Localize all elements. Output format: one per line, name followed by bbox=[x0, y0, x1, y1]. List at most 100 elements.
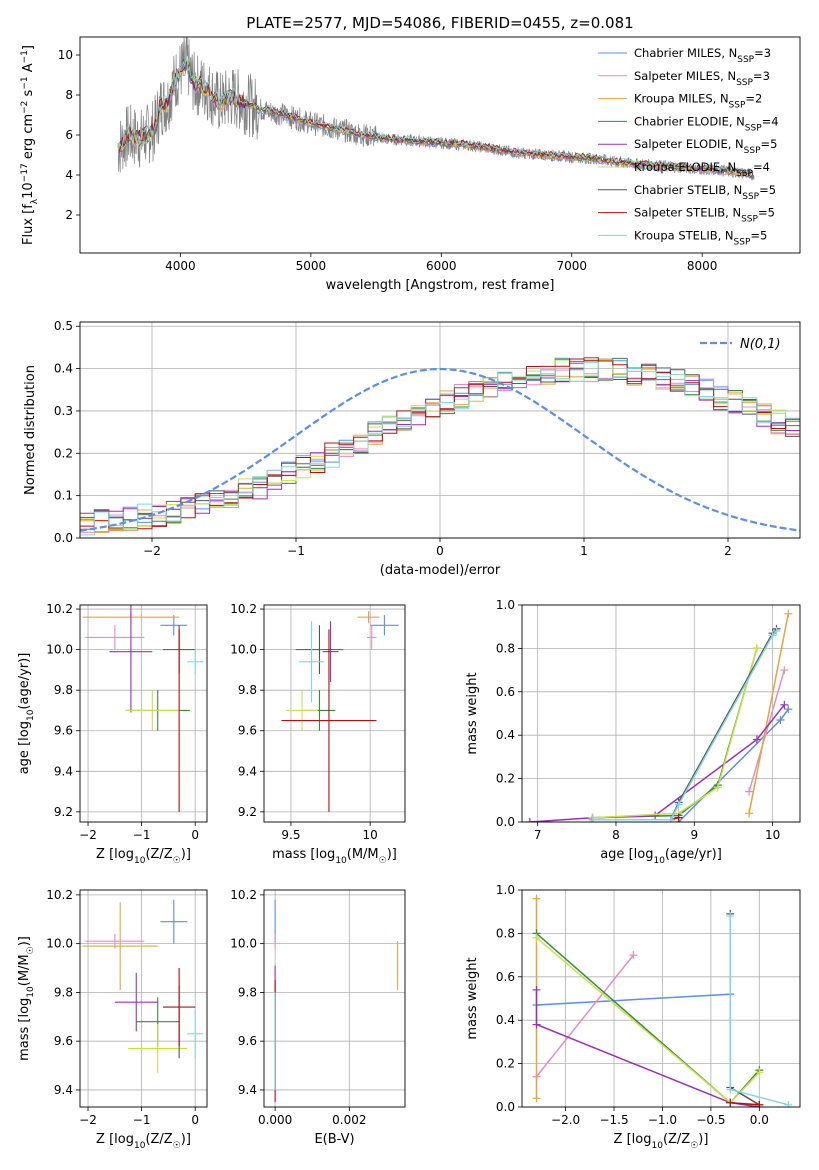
axes-frame bbox=[79, 889, 208, 1108]
legend-entry: Chabrier ELODIE, NSSP​=4 bbox=[634, 114, 779, 133]
y-tick-label: 0.0 bbox=[496, 1100, 515, 1114]
axes-frame bbox=[521, 604, 801, 823]
x-tick-label: 0 bbox=[191, 1113, 199, 1127]
y-tick-label: 0.0 bbox=[496, 815, 515, 829]
x-tick-label: 5000 bbox=[296, 259, 327, 273]
label-part: (age/yr)] bbox=[17, 653, 32, 710]
y-tick-label: 10.0 bbox=[230, 643, 257, 657]
label-part: (M/M bbox=[17, 954, 32, 986]
massweight-marker-kroupa-stelib bbox=[726, 1085, 735, 1094]
massweight-marker-kroupa-miles bbox=[784, 609, 793, 618]
label-script: ☉ bbox=[690, 1141, 698, 1151]
label-part: )] bbox=[181, 1132, 191, 1147]
y-tick-label: 0.2 bbox=[496, 1057, 515, 1071]
mass_vs_ebv-panel: 0.000 0.002 9.4 9.6 9.8 10.0 10.2 E(B-V) bbox=[230, 888, 406, 1147]
label-part: (M/M bbox=[347, 847, 379, 862]
label-part: )] bbox=[387, 847, 397, 862]
x-tick-label: −1.0 bbox=[648, 1113, 677, 1127]
mass_vs_Z-panel: −2 −1 0 9.4 9.6 9.8 10.0 10.2 Z [log10​(Z/Z☉​)] m… bbox=[17, 888, 208, 1151]
label-part: Chabrier ELODIE, N bbox=[634, 114, 745, 128]
y-tick-label: 9.8 bbox=[54, 683, 73, 697]
x-tick-label: 10 bbox=[765, 828, 780, 842]
y-axis-label: Normed distribution bbox=[23, 365, 38, 495]
y-tick-label: 0.2 bbox=[496, 772, 515, 786]
model-spectrum-kroupa-stelib bbox=[118, 55, 754, 175]
x-tick-label: −2 bbox=[79, 1113, 97, 1127]
label-part: Salpeter ELODIE, N bbox=[634, 137, 744, 151]
y-tick-label: 0.5 bbox=[54, 319, 73, 333]
spectrum-panel: 4000 5000 6000 7000 8000 2 4 6 8 10 wavelength [An… bbox=[20, 36, 801, 293]
label-script: 10 bbox=[653, 856, 665, 866]
label-script: SSP bbox=[744, 146, 761, 156]
histogram-kroupa-stelib bbox=[80, 361, 800, 536]
x-axis-label: mass [log10​(M/M☉​)] bbox=[272, 847, 397, 866]
x-axis-label: E(B-V) bbox=[314, 1132, 354, 1147]
y-tick-label: 0.0 bbox=[54, 531, 73, 545]
x-tick-label: −2 bbox=[143, 544, 161, 558]
y-tick-label: 9.6 bbox=[238, 1034, 257, 1048]
label-script: ☉ bbox=[173, 1141, 181, 1151]
y-tick-label: 0.6 bbox=[496, 970, 515, 984]
massweight-marker-salpeter-elodie bbox=[752, 735, 761, 744]
y-tick-label: 10.0 bbox=[46, 643, 73, 657]
massweight-marker-kroupa-miles bbox=[532, 894, 541, 903]
label-part: Kroupa ELODIE, N bbox=[634, 160, 736, 174]
label-script: ☉ bbox=[379, 856, 387, 866]
massweight-line-salpeter-miles bbox=[748, 669, 786, 792]
x-tick-label: 1 bbox=[580, 544, 588, 558]
x-tick-label: 8 bbox=[612, 828, 620, 842]
y-tick-label: 9.8 bbox=[238, 985, 257, 999]
massweight-marker-kroupa-stelib bbox=[726, 912, 735, 921]
label-part: Flux [f bbox=[21, 204, 36, 245]
label-part: =2 bbox=[745, 92, 762, 106]
label-part: (Z/Z bbox=[145, 1132, 172, 1147]
y-tick-label: 9.4 bbox=[54, 1083, 73, 1097]
y-axis-label: Flux [fλ​10−17​ erg cm−2​ s−1​ A−1​] bbox=[20, 45, 40, 245]
model-spectrum-chabrier-stelib bbox=[118, 59, 754, 176]
axes-frame bbox=[79, 36, 801, 254]
legend-entry: Chabrier STELIB, NSSP​=5 bbox=[634, 183, 776, 202]
massweight-marker-salpeter-stelib bbox=[726, 1098, 735, 1107]
axes-frame bbox=[79, 604, 208, 823]
y-tick-label: 4 bbox=[65, 168, 73, 182]
label-part: mass [log bbox=[17, 998, 32, 1061]
y-tick-label: 10.0 bbox=[46, 937, 73, 951]
legend-entry: Salpeter ELODIE, NSSP​=5 bbox=[634, 137, 777, 156]
label-part: =5 bbox=[761, 137, 778, 151]
label-part: s bbox=[21, 89, 36, 100]
x-tick-label: 6000 bbox=[426, 259, 457, 273]
massweight-marker-salpeter-miles bbox=[629, 951, 638, 960]
massweight-marker-salpeter-elodie bbox=[532, 1020, 541, 1029]
label-part: =3 bbox=[753, 69, 770, 83]
y-tick-label: 9.6 bbox=[238, 724, 257, 738]
y-tick-label: 9.6 bbox=[54, 1034, 73, 1048]
y-tick-label: 0.3 bbox=[54, 404, 73, 418]
label-script: −17 bbox=[20, 163, 30, 182]
label-script: SSP bbox=[729, 101, 746, 111]
spectrum-plot bbox=[117, 37, 755, 181]
massweight-line-chabrier-miles bbox=[678, 708, 789, 822]
label-script: 10 bbox=[134, 856, 146, 866]
y-tick-label: 9.2 bbox=[238, 805, 257, 819]
massweight-marker-salpeter-miles bbox=[780, 666, 789, 675]
massweight-marker-kroupa-elodie bbox=[752, 644, 761, 653]
massweight-marker-kroupa-stelib bbox=[784, 1100, 793, 1107]
massweight-line-chabrier-elodie bbox=[536, 932, 760, 1104]
massweight_vs_Z-panel: −2.0 −1.5 −1.0 −0.5 0.0 0.0 0.2 0.4 0.6 0.8 1.0 Z [… bbox=[465, 883, 801, 1151]
y-tick-label: 9.6 bbox=[54, 724, 73, 738]
histogram-chabrier-stelib bbox=[80, 357, 800, 527]
massweight-plot bbox=[525, 609, 793, 822]
label-script: −1 bbox=[20, 76, 30, 89]
y-tick-label: 10.2 bbox=[46, 602, 73, 616]
label-part: age [log bbox=[600, 847, 653, 862]
massweight-marker-chabrier-miles bbox=[776, 716, 785, 725]
errorbar-plot bbox=[281, 611, 399, 812]
histogram-salpeter-miles bbox=[80, 367, 800, 533]
label-part: (age/yr)] bbox=[665, 847, 722, 862]
label-script: 10 bbox=[26, 709, 36, 721]
massweight-marker-kroupa-stelib bbox=[666, 815, 675, 822]
label-script: λ bbox=[30, 198, 40, 204]
x-tick-label: −1 bbox=[133, 828, 151, 842]
x-tick-label: 0.000 bbox=[258, 1113, 292, 1127]
massweight-marker-kroupa-stelib bbox=[674, 800, 683, 809]
